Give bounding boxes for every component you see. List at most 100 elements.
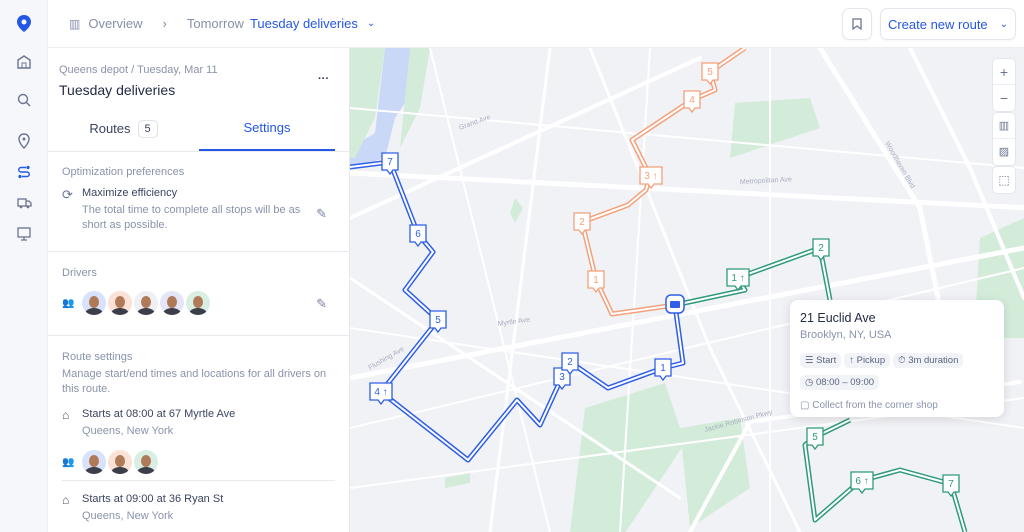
stop-number: 5 <box>812 432 818 443</box>
zoom-in-button[interactable]: + <box>993 59 1015 85</box>
chevron-down-icon[interactable]: ⌄ <box>366 18 376 29</box>
stop-number: 1 <box>660 363 666 374</box>
tab-routes-label: Routes <box>89 121 131 136</box>
map-type-controls: ▥ ▨ <box>992 112 1016 166</box>
breadcrumb-separator: › <box>162 16 167 31</box>
satellite-view-button[interactable]: ▨ <box>998 146 1010 158</box>
street-label: Myrtle Ave <box>497 317 530 328</box>
stop-marker-orange[interactable]: 2 <box>573 212 591 236</box>
depot-marker[interactable] <box>665 294 685 314</box>
more-options-button[interactable]: ··· <box>318 73 329 85</box>
stop-number: 1 ↑ <box>731 273 744 284</box>
stop-marker-blue[interactable]: 2 <box>561 352 579 376</box>
search-icon[interactable] <box>14 90 34 110</box>
stop-marker-blue[interactable]: 7 <box>381 152 399 176</box>
chevron-down-icon: ⌄ <box>999 18 1009 30</box>
stop-number: 6 <box>415 229 421 240</box>
popup-note: ▢ Collect from the corner shop <box>800 400 938 411</box>
optimization-desc: The total time to complete all stops wil… <box>82 204 301 231</box>
pin-logo-icon[interactable] <box>14 13 34 33</box>
stop-marker-green[interactable]: 1 ↑ <box>726 268 750 292</box>
optimization-heading: Optimization preferences <box>62 166 185 178</box>
stop-marker-green[interactable]: 6 ↑ <box>850 471 874 495</box>
duration-chip: ⏱ 3m duration <box>893 353 964 368</box>
breadcrumb-tomorrow[interactable]: Tomorrow <box>186 16 244 31</box>
tab-settings[interactable]: Settings <box>199 106 335 151</box>
stop-number: 7 <box>948 479 954 490</box>
stop-marker-green[interactable]: 5 <box>806 427 824 451</box>
stop-number: 4 ↑ <box>374 387 387 398</box>
time-window-chip: ◷ 08:00 – 09:00 <box>800 375 880 390</box>
stop-marker-orange[interactable]: 1 <box>587 270 605 294</box>
breadcrumb-overview[interactable]: Overview <box>88 16 143 31</box>
create-new-route-button[interactable]: Create new route ⌄ <box>880 8 1016 40</box>
stop-number: 1 <box>593 275 599 286</box>
edit-optimization-icon[interactable]: ✎ <box>316 206 327 221</box>
avatar[interactable] <box>186 291 210 315</box>
stop-marker-blue[interactable]: 1 <box>654 358 672 382</box>
edit-drivers-icon[interactable]: ✎ <box>316 296 327 311</box>
stop-number: 5 <box>707 67 713 78</box>
fit-bounds-button[interactable]: ⬚ <box>992 166 1016 194</box>
duration-chip-label: 3m duration <box>908 355 959 366</box>
breadcrumb-current[interactable]: Tuesday deliveries <box>249 16 358 31</box>
start-chip-label: Start <box>816 355 837 366</box>
optimization-title: Maximize efficiency <box>82 187 178 199</box>
stop-marker-orange[interactable]: 3 ↑ <box>639 166 663 190</box>
stop-marker-orange[interactable]: 4 <box>683 90 701 114</box>
popup-subtitle: Brooklyn, NY, USA <box>800 329 892 341</box>
bookmark-button[interactable] <box>842 8 872 40</box>
route-settings-section: Route settings Manage start/end times an… <box>48 336 349 522</box>
avatar[interactable] <box>108 450 132 474</box>
zoom-out-button[interactable]: − <box>999 90 1009 106</box>
route-settings-desc: Manage start/end times and locations for… <box>62 368 327 395</box>
home-icon: ⌂ <box>62 408 70 422</box>
stop-marker-blue[interactable]: 6 <box>409 224 427 248</box>
start-item[interactable]: ⌂ Starts at 08:00 at 67 Myrtle Ave Queen… <box>62 408 335 437</box>
start-item[interactable]: ⌂ Starts at 09:00 at 36 Ryan St Queens, … <box>62 493 335 522</box>
avatar[interactable] <box>82 450 106 474</box>
route-line-green[interactable] <box>674 245 833 308</box>
location-icon[interactable] <box>14 131 34 151</box>
drivers-section: Drivers 👥 ✎ <box>48 252 349 336</box>
people-icon: 👥 <box>62 456 75 468</box>
stop-marker-green[interactable]: 2 <box>812 238 830 262</box>
popup-title: 21 Euclid Ave <box>800 311 876 325</box>
stop-popup: 21 Euclid Ave Brooklyn, NY, USA ☰ Start ↑… <box>790 300 1004 417</box>
panel-header: Queens depot / Tuesday, Mar 11 Tuesday d… <box>48 48 349 106</box>
start-title: Starts at 08:00 at 67 Myrtle Ave <box>82 408 236 420</box>
panel-breadcrumb: Queens depot / Tuesday, Mar 11 <box>59 64 218 76</box>
street-label: Woodhaven Blvd <box>883 141 916 190</box>
depot-icon <box>670 301 680 308</box>
stop-marker-green[interactable]: 7 <box>942 474 960 498</box>
water <box>350 48 415 168</box>
stop-marker-orange[interactable]: 5 <box>701 62 719 86</box>
avatar[interactable] <box>134 291 158 315</box>
tab-routes[interactable]: Routes 5 <box>48 106 199 151</box>
time-window-label: 08:00 – 09:00 <box>815 377 875 388</box>
route-line-green[interactable] <box>802 417 968 532</box>
warehouse-icon[interactable] <box>14 52 34 72</box>
avatar[interactable] <box>82 291 106 315</box>
start-sub: Queens, New York <box>82 510 174 522</box>
refresh-icon: ⟳ <box>62 187 73 202</box>
stop-number: 7 <box>387 157 393 168</box>
map[interactable]: Grand Ave Metropolitan Ave Myrtle Ave Flush… <box>350 48 1024 532</box>
truck-icon[interactable] <box>14 193 34 213</box>
avatar[interactable] <box>134 450 158 474</box>
avatar[interactable] <box>108 291 132 315</box>
stop-marker-blue[interactable]: 5 <box>429 310 447 334</box>
left-rail <box>0 0 48 532</box>
stop-number: 3 ↑ <box>644 171 657 182</box>
routes-count-badge: 5 <box>137 119 158 138</box>
map-view-button[interactable]: ▥ <box>993 113 1015 139</box>
panel-title: Tuesday deliveries <box>59 82 176 98</box>
avatar[interactable] <box>160 291 184 315</box>
stop-marker-blue[interactable]: 4 ↑ <box>369 382 393 406</box>
routes-icon[interactable] <box>14 162 34 182</box>
stop-number: 6 ↑ <box>855 476 868 487</box>
route-settings-heading: Route settings <box>62 351 133 363</box>
monitor-icon[interactable] <box>14 224 34 244</box>
divider <box>62 480 335 481</box>
